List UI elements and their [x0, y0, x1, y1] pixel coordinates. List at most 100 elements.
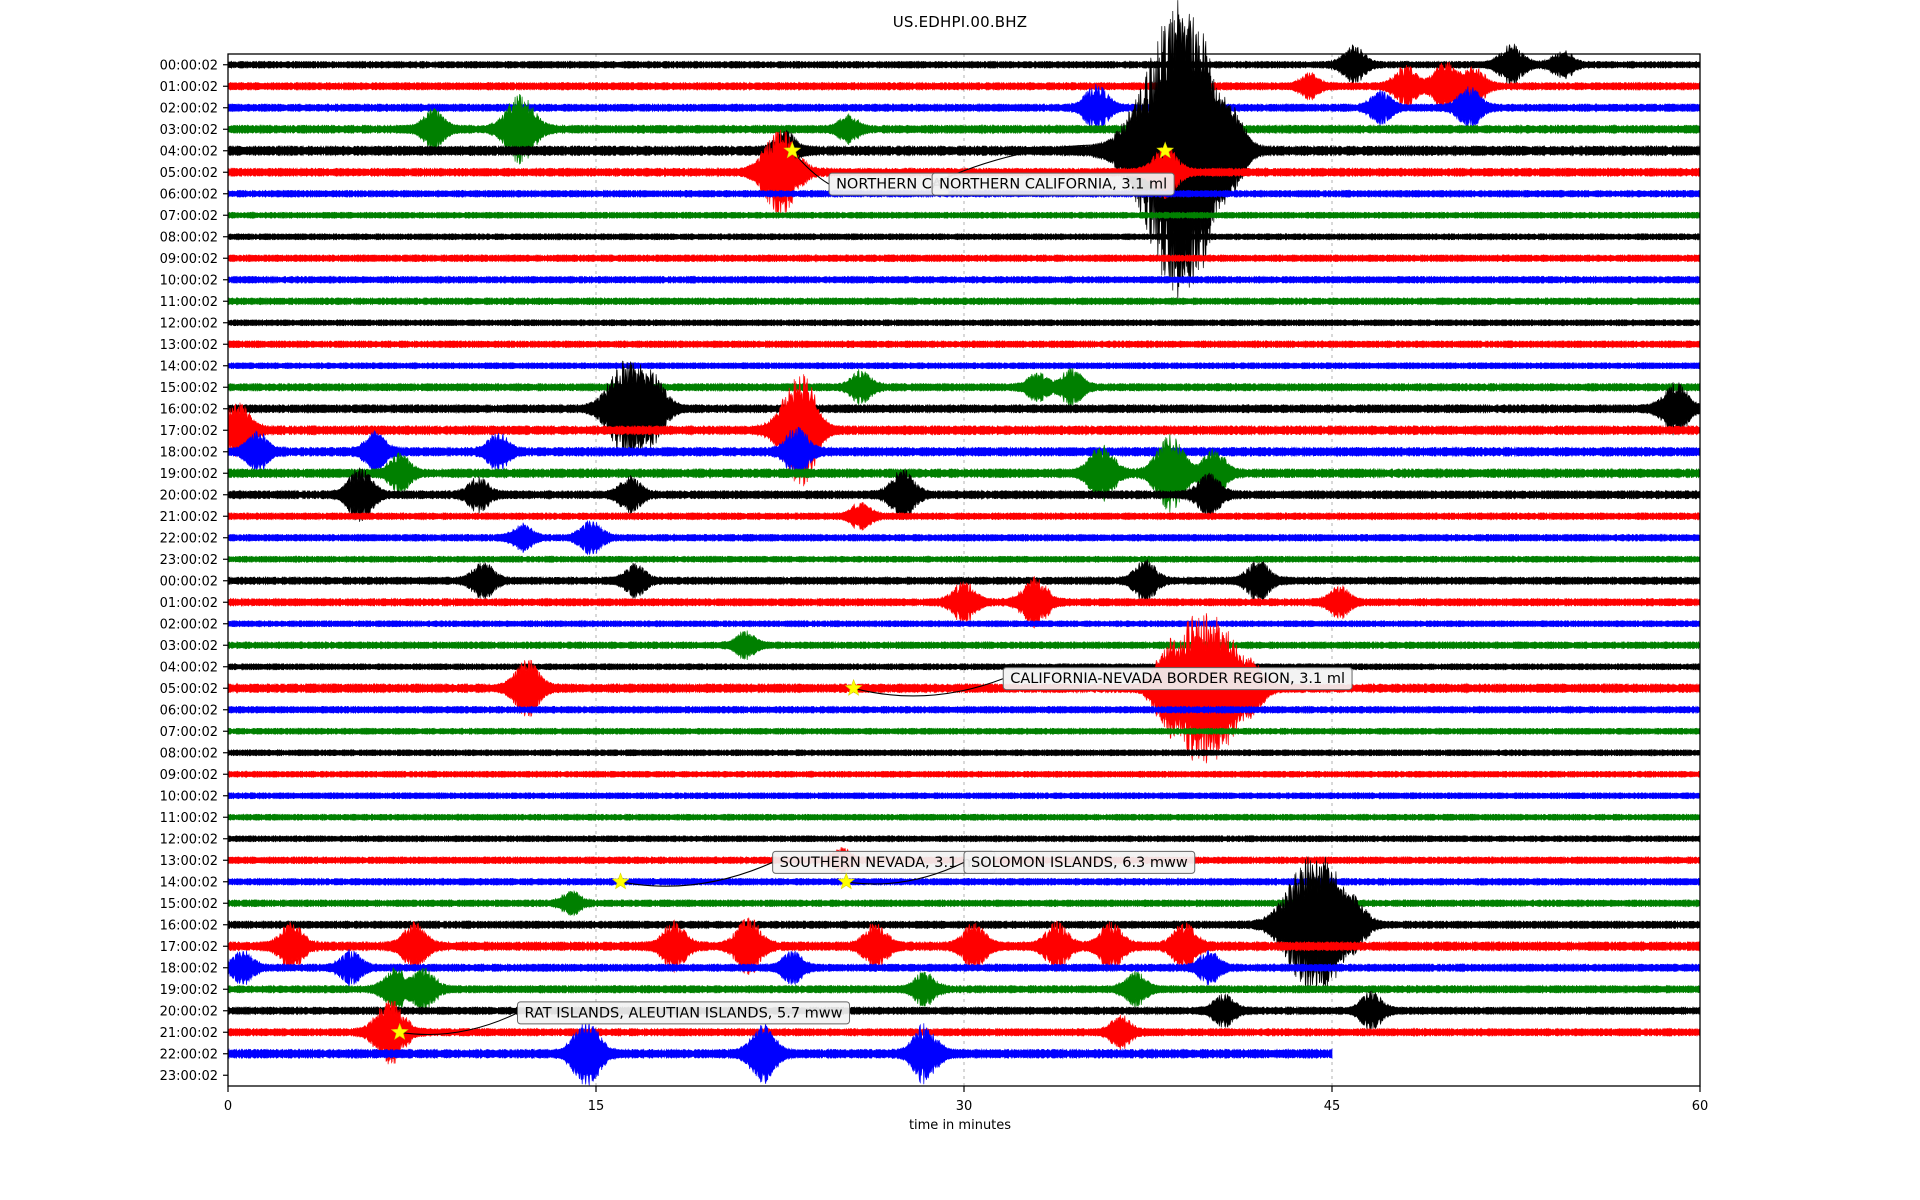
y-tick-label: 04:00:02	[160, 660, 218, 675]
trace-row	[227, 232, 1701, 241]
trace-row	[227, 727, 1701, 736]
y-tick-label: 06:00:02	[160, 187, 218, 202]
y-tick-label: 14:00:02	[160, 875, 218, 890]
y-axis: 00:00:02 01:00:02 02:00:02 03:00:02 04:00:02…	[160, 58, 228, 1084]
trace-row	[227, 253, 1701, 263]
x-axis: 0 15 30 45 60	[224, 1086, 1708, 1114]
y-tick-label: 04:00:02	[160, 144, 218, 159]
y-tick-label: 18:00:02	[160, 961, 218, 976]
earthquake-star-icon[interactable]	[611, 872, 630, 890]
trace-row	[227, 990, 1701, 1031]
y-tick-label: 01:00:02	[160, 596, 218, 611]
y-tick-label: 15:00:02	[160, 381, 218, 396]
trace-row	[227, 877, 1701, 887]
y-tick-label: 02:00:02	[160, 617, 218, 632]
y-tick-label: 18:00:02	[160, 445, 218, 460]
page-title: US.EDHPI.00.BHZ	[892, 13, 1028, 31]
annotation-leader-line	[931, 144, 1166, 185]
trace-row	[227, 791, 1701, 800]
earthquake-star-icon[interactable]	[783, 141, 802, 159]
y-tick-label: 23:00:02	[160, 1069, 218, 1084]
y-tick-label: 17:00:02	[160, 940, 218, 955]
trace-row	[227, 748, 1701, 757]
x-tick-label: 30	[956, 1099, 973, 1114]
trace-row	[227, 770, 1701, 779]
y-tick-label: 03:00:02	[160, 639, 218, 654]
y-tick-label: 05:00:02	[160, 166, 218, 181]
y-tick-label: 00:00:02	[160, 574, 218, 589]
y-tick-label: 15:00:02	[160, 897, 218, 912]
y-tick-label: 12:00:02	[160, 832, 218, 847]
y-tick-label: 23:00:02	[160, 553, 218, 568]
x-tick-label: 0	[224, 1099, 232, 1114]
trace-row	[227, 630, 1701, 661]
y-tick-label: 12:00:02	[160, 316, 218, 331]
y-tick-label: 13:00:02	[160, 854, 218, 869]
y-tick-label: 09:00:02	[160, 768, 218, 783]
y-tick-label: 02:00:02	[160, 101, 218, 116]
y-tick-label: 16:00:02	[160, 402, 218, 417]
annotation-box[interactable]	[1002, 667, 1353, 691]
x-tick-label: 60	[1692, 1099, 1709, 1114]
y-tick-label: 08:00:02	[160, 746, 218, 761]
annotation-label: SOLOMON ISLANDS, 6.3 mww	[971, 855, 1188, 871]
annotation-label: RAT ISLANDS, ALEUTIAN ISLANDS, 5.7 mww	[524, 1005, 842, 1021]
y-tick-label: 14:00:02	[160, 359, 218, 374]
annotation-box[interactable]	[931, 172, 1175, 196]
annotation-box[interactable]	[516, 1001, 851, 1025]
trace-row	[227, 1022, 1333, 1086]
y-tick-label: 21:00:02	[160, 1026, 218, 1041]
trace-row	[227, 501, 1701, 531]
y-tick-label: 07:00:02	[160, 725, 218, 740]
earthquake-star-icon[interactable]	[844, 678, 863, 696]
y-tick-label: 19:00:02	[160, 467, 218, 482]
annotation-leader-line	[853, 678, 1004, 697]
annotation-label: NORTHERN CALIFORNIA, 3.1 ml	[939, 177, 1167, 193]
y-tick-label: 17:00:02	[160, 424, 218, 439]
annotation-label: NORTHERN CA	[836, 177, 942, 193]
trace-row	[227, 275, 1701, 285]
y-tick-label: 10:00:02	[160, 789, 218, 804]
x-tick-label: 45	[1324, 1099, 1341, 1114]
earthquake-star-icon[interactable]	[837, 872, 856, 890]
trace-row	[227, 967, 1701, 1012]
trace-row	[227, 834, 1701, 843]
earthquake-star-icon[interactable]	[390, 1022, 409, 1040]
y-tick-label: 20:00:02	[160, 1004, 218, 1019]
annotation-leader-line	[620, 861, 773, 887]
trace-row	[227, 360, 1701, 458]
y-tick-label: 21:00:02	[160, 510, 218, 525]
trace-row	[227, 619, 1701, 628]
y-tick-label: 00:00:02	[160, 58, 218, 73]
trace-row	[227, 318, 1701, 327]
trace-row	[227, 211, 1701, 220]
y-tick-label: 19:00:02	[160, 983, 218, 998]
y-tick-label: 01:00:02	[160, 80, 218, 95]
y-tick-label: 22:00:02	[160, 1047, 218, 1062]
trace-row	[227, 705, 1701, 715]
trace-row	[227, 296, 1701, 306]
annotation-label: SOUTHERN NEVADA, 3.1 mw	[780, 855, 988, 871]
trace-row	[227, 367, 1701, 407]
y-tick-label: 05:00:02	[160, 682, 218, 697]
y-tick-label: 08:00:02	[160, 230, 218, 245]
y-tick-label: 11:00:02	[160, 811, 218, 826]
y-tick-label: 11:00:02	[160, 295, 218, 310]
trace-row	[227, 361, 1701, 370]
annotation-leader-line	[399, 1012, 518, 1036]
y-tick-label: 09:00:02	[160, 252, 218, 267]
y-tick-label: 07:00:02	[160, 209, 218, 224]
y-tick-label: 20:00:02	[160, 488, 218, 503]
annotation-box[interactable]	[963, 850, 1196, 874]
trace-group	[227, 0, 1701, 1086]
earthquake-star-icon[interactable]	[1156, 141, 1175, 159]
y-tick-label: 03:00:02	[160, 123, 218, 138]
y-tick-label: 13:00:02	[160, 338, 218, 353]
x-tick-label: 15	[588, 1099, 605, 1114]
y-tick-label: 22:00:02	[160, 531, 218, 546]
trace-row	[227, 339, 1701, 349]
x-axis-label: time in minutes	[908, 1118, 1012, 1133]
y-tick-label: 06:00:02	[160, 703, 218, 718]
